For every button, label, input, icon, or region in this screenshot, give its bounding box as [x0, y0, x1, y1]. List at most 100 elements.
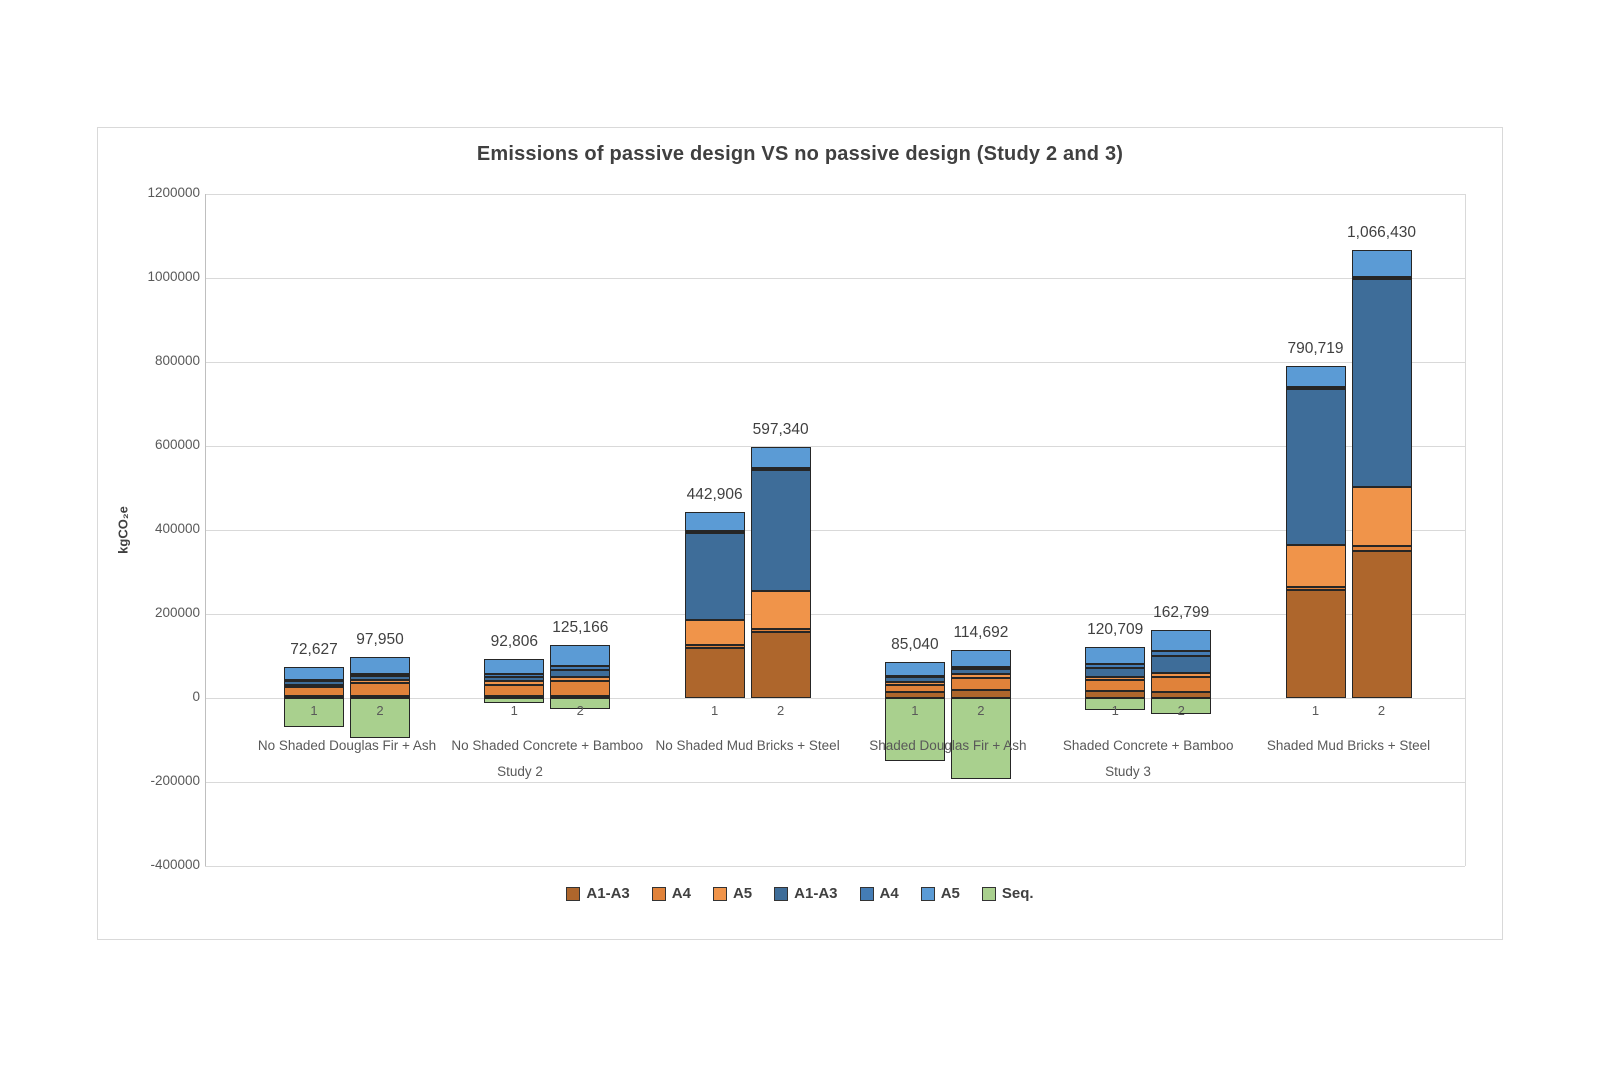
bar-total-label: 92,806: [490, 633, 538, 651]
y-tick-label: 600000: [154, 437, 200, 452]
bar-total-label: 85,040: [891, 636, 939, 654]
bar-segment-a1a3: [484, 696, 545, 699]
bar-number-label: 2: [576, 703, 584, 718]
bar-segment-a4: [1085, 680, 1146, 692]
bar-segment-a5: [1351, 487, 1412, 546]
bar-segment-a1a3: [1285, 389, 1346, 545]
y-tick-label: -400000: [150, 857, 200, 872]
y-tick-label: 400000: [154, 521, 200, 536]
bar-segment-a1a3: [1351, 551, 1412, 698]
bar-segment-a5: [284, 667, 344, 680]
bar-number-label: 1: [710, 703, 719, 718]
bar-segment-a1a3: [750, 632, 811, 698]
bar-total-label: 1,066,430: [1347, 224, 1416, 242]
bar-segment-a4: [284, 679, 344, 682]
bar-segment-a4: [950, 666, 1011, 669]
bar-segment-a5: [950, 673, 1011, 678]
gridline: [205, 362, 1465, 363]
bar-segment-a4: [684, 645, 745, 648]
legend-label: A4: [879, 885, 899, 902]
bar-segment-a5: [1351, 250, 1412, 278]
group-label: No Shaded Mud Bricks + Steel: [655, 738, 840, 753]
bar-number-label: 1: [911, 703, 919, 718]
bar-segment-a4: [550, 681, 611, 696]
bar-total-label: 97,950: [356, 630, 404, 648]
bar-number-label: 2: [376, 703, 384, 718]
y-tick-label: 1200000: [147, 185, 200, 200]
legend-swatch-icon: [712, 886, 727, 901]
y-axis-line: [205, 194, 206, 866]
bar-segment-a5: [750, 447, 811, 469]
bar-segment-a4: [484, 684, 545, 697]
bar-total-label: 120,709: [1087, 621, 1144, 639]
bar-segment-a5: [284, 684, 344, 688]
bar-segment-a4: [1285, 586, 1346, 591]
group-label: No Shaded Douglas Fir + Ash: [257, 738, 437, 753]
bar-segment-a4: [484, 673, 545, 677]
bar-number-label: 2: [1377, 703, 1386, 718]
gridline: [205, 698, 1465, 699]
bar-segment-seq: [1151, 698, 1212, 714]
bar-segment-a1a3: [550, 670, 611, 677]
bar-number-label: 1: [310, 703, 318, 718]
bar-segment-seq: [484, 698, 545, 704]
legend-item: A1-A3: [774, 885, 838, 902]
bar-segment-seq: [950, 698, 1011, 779]
bar-segment-a1a3: [284, 681, 344, 685]
bar-segment-seq: [884, 698, 945, 761]
bar-total-label: 442,906: [686, 485, 743, 503]
gridline: [205, 782, 1465, 783]
bar-segment-a5: [550, 645, 611, 667]
bar-segment-a4: [350, 683, 410, 696]
bar-total-label: 114,692: [953, 623, 1009, 641]
group-label: Shaded Concrete + Bamboo: [1062, 738, 1234, 753]
legend-label: A1-A3: [586, 885, 630, 902]
bar-segment-a1a3: [884, 677, 945, 683]
bar-total-label: 72,627: [290, 641, 338, 659]
bar-segment-a5: [484, 659, 545, 674]
bar-segment-a4: [350, 674, 410, 677]
bar-segment-a1a3: [1151, 691, 1212, 698]
study-label: Study 3: [1105, 764, 1151, 779]
bar-segment-a4: [750, 629, 811, 633]
bar-segment-seq: [550, 698, 611, 709]
legend-label: A5: [940, 885, 960, 902]
bar-segment-a1a3: [884, 692, 945, 698]
bar-segment-a4: [1351, 545, 1412, 551]
bar-segment-a1a3: [484, 677, 545, 682]
bar-segment-a5: [1085, 677, 1146, 681]
bar-segment-a5: [684, 511, 745, 532]
bar-number-label: 1: [510, 703, 518, 718]
bar-segment-a1a3: [950, 690, 1011, 698]
study-label: Study 2: [497, 764, 543, 779]
bar-segment-a5: [1151, 673, 1212, 678]
bar-segment-seq: [350, 698, 410, 739]
gridline: [205, 446, 1465, 447]
y-tick-label: 0: [192, 689, 200, 704]
bar-segment-a5: [750, 591, 811, 630]
bar-segment-a4: [1351, 277, 1412, 280]
legend-swatch-icon: [651, 886, 666, 901]
legend-label: A5: [732, 885, 753, 902]
bar-segment-a1a3: [750, 470, 811, 592]
legend-item: A5: [712, 885, 753, 902]
chart-title: Emissions of passive design VS no passiv…: [476, 143, 1124, 165]
y-tick-label: 800000: [154, 353, 200, 368]
bar-segment-a1a3: [950, 668, 1011, 674]
bar-segment-a4: [750, 468, 811, 471]
bar-segment-seq: [284, 698, 344, 727]
legend-swatch-icon: [566, 886, 581, 901]
bar-segment-a1a3: [350, 676, 410, 680]
bar-number-label: 2: [1177, 703, 1185, 718]
bar-segment-a4: [1285, 386, 1346, 390]
group-label: Shaded Mud Bricks + Steel: [1266, 738, 1431, 753]
bar-segment-a1a3: [1085, 667, 1146, 677]
bar-segment-a1a3: [1085, 691, 1146, 698]
legend: A1-A3 A4 A5 A1-A3 A4 A5 Seq.: [0, 885, 1600, 902]
legend-swatch-icon: [920, 886, 935, 901]
bar-segment-a5: [884, 662, 945, 676]
bar-segment-a1a3: [1351, 279, 1412, 488]
bar-total-label: 125,166: [552, 619, 609, 637]
gridline: [205, 278, 1465, 279]
